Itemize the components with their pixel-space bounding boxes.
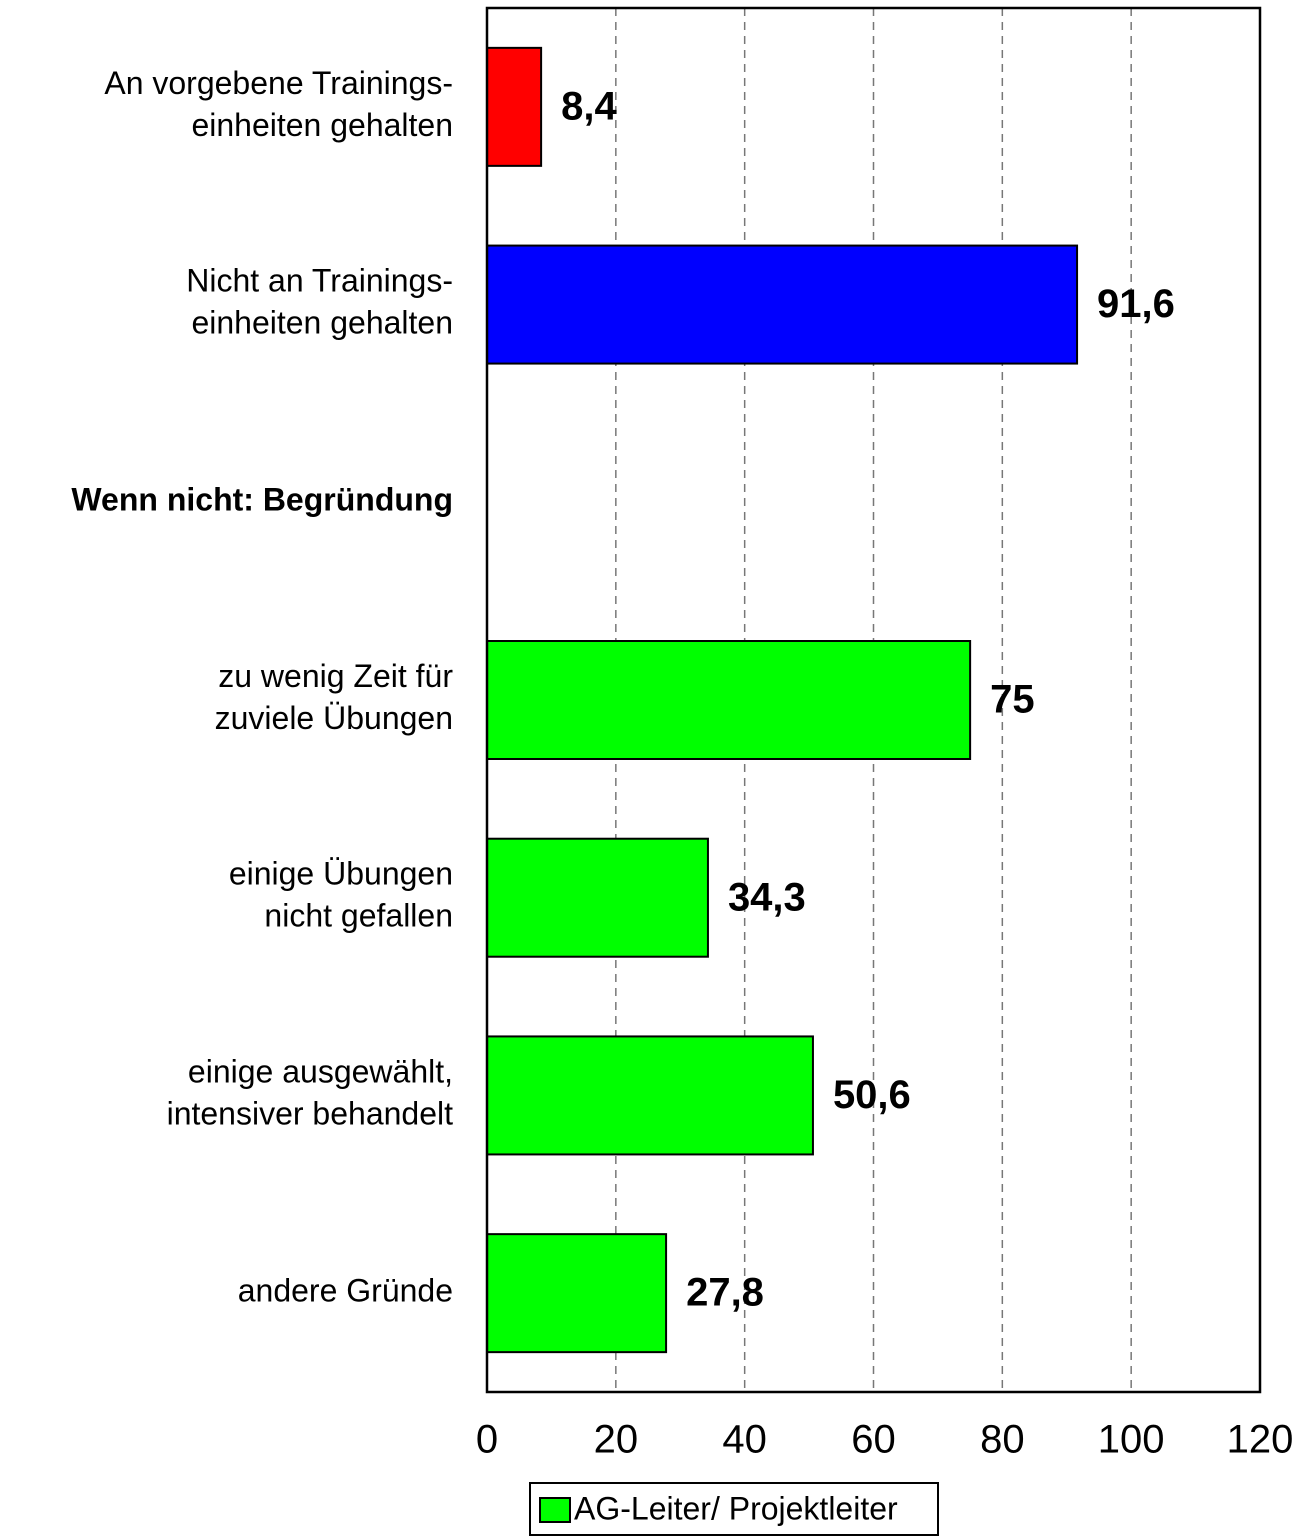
- x-tick-label: 40: [722, 1418, 767, 1462]
- bar: [486, 244, 1079, 365]
- y-tick-label: einige ausgewählt, intensiver behandelt: [167, 1054, 454, 1132]
- y-tick-label: zu wenig Zeit für zuviele Übungen: [215, 658, 454, 736]
- legend-box: [529, 1482, 939, 1536]
- bar: [486, 1233, 668, 1354]
- y-tick-label: einige Übungen nicht gefallen: [229, 856, 453, 934]
- x-tick-label: 20: [594, 1418, 639, 1462]
- bar: [486, 640, 972, 760]
- x-tick-label: 0: [476, 1418, 498, 1462]
- x-tick-label: 60: [851, 1418, 896, 1462]
- value-label: 27,8: [686, 1271, 764, 1315]
- bar: [486, 46, 543, 167]
- x-tick-label: 120: [1227, 1418, 1294, 1462]
- y-tick-label: Wenn nicht: Begründung: [71, 482, 453, 518]
- bar: [486, 1035, 814, 1156]
- y-tick-label: Nicht an Trainings-einheiten gehalten: [186, 263, 453, 341]
- value-label: 91,6: [1097, 282, 1175, 326]
- bar: [486, 837, 709, 958]
- y-tick-label: An vorgebene Trainings-einheiten gehalte…: [104, 65, 453, 143]
- value-label: 8,4: [561, 84, 617, 128]
- value-label: 50,6: [833, 1073, 911, 1117]
- value-label: 75: [990, 678, 1035, 722]
- plot-frame: [485, 6, 1262, 1394]
- legend-label: AG-Leiter/ Projektleiter: [574, 1490, 898, 1526]
- x-tick-label: 80: [980, 1418, 1025, 1462]
- legend-swatch: [539, 1497, 571, 1523]
- x-tick-label: 100: [1098, 1418, 1165, 1462]
- y-tick-label: andere Gründe: [238, 1273, 453, 1309]
- value-label: 34,3: [728, 875, 806, 919]
